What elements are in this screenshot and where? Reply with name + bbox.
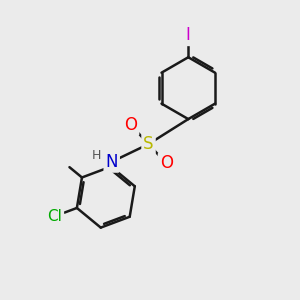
Text: S: S <box>143 135 154 153</box>
Text: H: H <box>92 149 101 162</box>
Text: Cl: Cl <box>47 209 62 224</box>
Text: N: N <box>106 153 118 171</box>
Text: O: O <box>160 154 173 172</box>
Text: I: I <box>186 26 191 44</box>
Text: O: O <box>124 116 137 134</box>
